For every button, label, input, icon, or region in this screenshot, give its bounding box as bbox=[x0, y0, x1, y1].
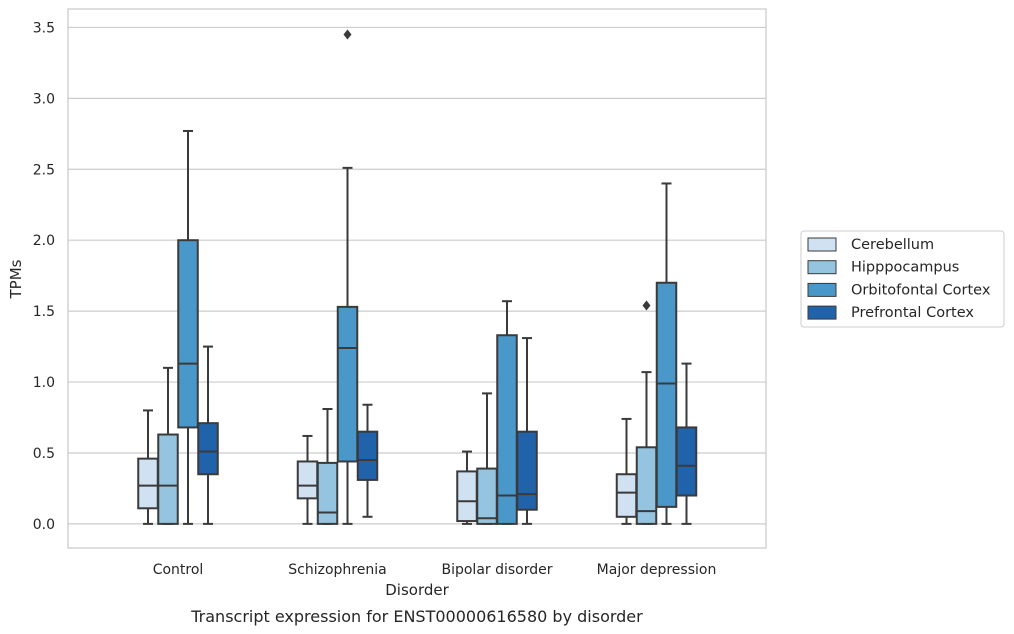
box-orbitofontal-cortex bbox=[177, 129, 199, 525]
y-tick-label: 0.0 bbox=[33, 517, 55, 533]
iqr-box bbox=[456, 470, 478, 523]
box-hipppocampus bbox=[157, 366, 179, 525]
box-orbitofontal-cortex bbox=[336, 29, 359, 525]
iqr-box bbox=[635, 446, 658, 525]
legend: Cerebellum Hipppocampus Orbitofontal Corte… bbox=[800, 230, 1005, 328]
y-tick-label: 0.5 bbox=[33, 446, 55, 462]
x-tick-labels: Control Schizophrenia Bipolar disorder Majo… bbox=[153, 562, 717, 578]
y-axis-label: TPMs bbox=[7, 259, 25, 299]
iqr-box bbox=[655, 281, 678, 508]
iqr-box bbox=[516, 430, 538, 511]
box-cerebellum bbox=[456, 450, 478, 525]
iqr-box bbox=[157, 433, 179, 525]
legend-swatch bbox=[807, 282, 837, 297]
box-orbitofontal-cortex bbox=[496, 300, 518, 525]
y-tick-label: 2.5 bbox=[33, 162, 55, 178]
box-prefrontal-cortex bbox=[516, 337, 538, 525]
box-orbitofontal-cortex bbox=[655, 182, 678, 525]
box-prefrontal-cortex bbox=[675, 362, 698, 525]
iqr-box bbox=[336, 305, 359, 463]
iqr-box bbox=[476, 467, 498, 525]
legend-swatch bbox=[807, 305, 837, 320]
legend-swatch bbox=[807, 237, 837, 252]
legend-label: Cerebellum bbox=[851, 237, 934, 253]
iqr-box bbox=[197, 422, 219, 476]
y-tick-labels: 0.0 0.5 1.0 1.5 2.0 2.5 3.0 3.5 bbox=[33, 20, 55, 532]
iqr-box bbox=[137, 457, 159, 510]
iqr-box bbox=[675, 426, 698, 497]
box-prefrontal-cortex bbox=[356, 403, 379, 518]
chart-caption: Transcript expression for ENST0000061658… bbox=[190, 607, 643, 626]
y-tick-label: 1.0 bbox=[33, 375, 55, 391]
iqr-box bbox=[615, 473, 638, 518]
legend-swatch bbox=[807, 260, 837, 275]
iqr-box bbox=[177, 239, 199, 429]
iqr-box bbox=[316, 461, 339, 525]
legend-label: Orbitofontal Cortex bbox=[851, 282, 991, 298]
y-tick-label: 2.0 bbox=[33, 233, 55, 249]
x-axis-label: Disorder bbox=[385, 581, 449, 599]
legend-label: Prefrontal Cortex bbox=[851, 305, 974, 321]
x-tick-label: Major depression bbox=[597, 562, 717, 578]
y-tick-label: 3.5 bbox=[33, 20, 55, 36]
legend-frame bbox=[800, 230, 1005, 328]
x-tick-label: Bipolar disorder bbox=[441, 562, 552, 578]
y-tick-label: 3.0 bbox=[33, 91, 55, 107]
box-hipppocampus bbox=[476, 392, 498, 525]
box-prefrontal-cortex bbox=[197, 345, 219, 525]
iqr-box bbox=[296, 460, 319, 500]
box-cerebellum bbox=[137, 409, 159, 525]
outlier-point bbox=[642, 300, 651, 311]
x-tick-label: Control bbox=[153, 562, 204, 578]
iqr-box bbox=[496, 334, 518, 525]
y-tick-label: 1.5 bbox=[33, 304, 55, 320]
legend-label: Hipppocampus bbox=[851, 260, 959, 276]
x-tick-label: Schizophrenia bbox=[288, 562, 386, 578]
box-hipppocampus bbox=[316, 407, 339, 525]
iqr-box bbox=[356, 430, 379, 481]
outlier-point bbox=[343, 29, 352, 40]
box-groups bbox=[137, 29, 698, 525]
